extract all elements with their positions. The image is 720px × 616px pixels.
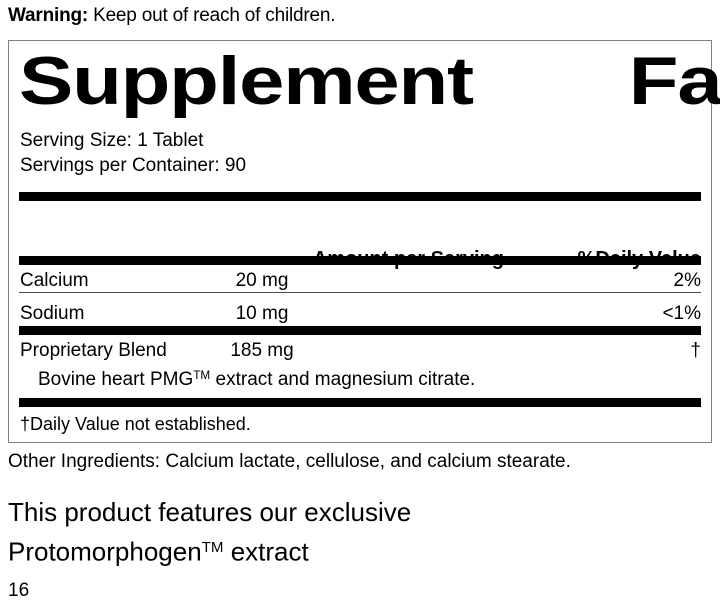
rule-above-footnote [19,398,701,407]
nutrient-daily-value: 2% [673,270,701,291]
rule-above-blend [19,326,701,335]
nutrient-name: Calcium [20,270,89,291]
warning-line: Warning: Keep out of reach of children. [8,4,336,28]
blend-daily-value: † [690,340,701,361]
feature-line-2: ProtomorphogenTM extract [8,530,628,569]
other-ingredients: Other Ingredients: Calcium lactate, cell… [8,451,571,472]
servings-per-container: Servings per Container: 90 [20,155,247,176]
feature-line-2-suffix: extract [223,536,309,567]
blend-name: Proprietary Blend [20,340,167,361]
feature-text: This product features our exclusive Prot… [8,494,628,569]
page-title-right: Facts [628,43,720,119]
warning-label: Warning: [8,5,89,26]
feature-line-1: This product features our exclusive [8,497,412,527]
table-row-blend: Proprietary Blend 185 mg † [19,340,701,368]
blend-sub-ingredients: Bovine heart PMGTM extract and magnesium… [38,369,475,391]
nutrient-amount: 20 mg [235,270,289,291]
trademark-icon: TM [193,369,211,382]
table-row: Calcium 20 mg 2% [19,270,701,298]
blend-amount: 185 mg [230,340,294,361]
feature-line-2-prefix: Protomorphogen [8,536,202,567]
blend-sub-prefix: Bovine heart PMG [38,369,194,391]
warning-text: Keep out of reach of children. [88,5,336,26]
rule-above-headers [19,192,701,201]
serving-size: Serving Size: 1 Tablet [20,130,204,151]
supplement-facts-panel: Supplement Facts Serving Size: 1 Tablet S… [8,40,720,443]
page-number: 16 [8,580,30,601]
trademark-icon: TM [201,539,224,556]
nutrient-name: Sodium [20,303,85,324]
supplement-facts-inner: Supplement Facts Serving Size: 1 Tablet S… [19,41,720,442]
serving-info: Serving Size: 1 Tablet Servings per Cont… [20,128,246,178]
footnote-text: †Daily Value not established. [20,414,251,434]
nutrient-amount: 10 mg [235,303,289,324]
row-separator [19,292,701,294]
blend-sub-suffix: extract and magnesium citrate. [210,369,476,391]
page-title: Supplement Facts [19,46,720,116]
page-title-left: Supplement [19,43,474,119]
nutrient-daily-value: <1% [662,303,701,324]
table-row: Sodium 10 mg <1% [19,303,701,331]
rule-below-headers [19,256,701,265]
